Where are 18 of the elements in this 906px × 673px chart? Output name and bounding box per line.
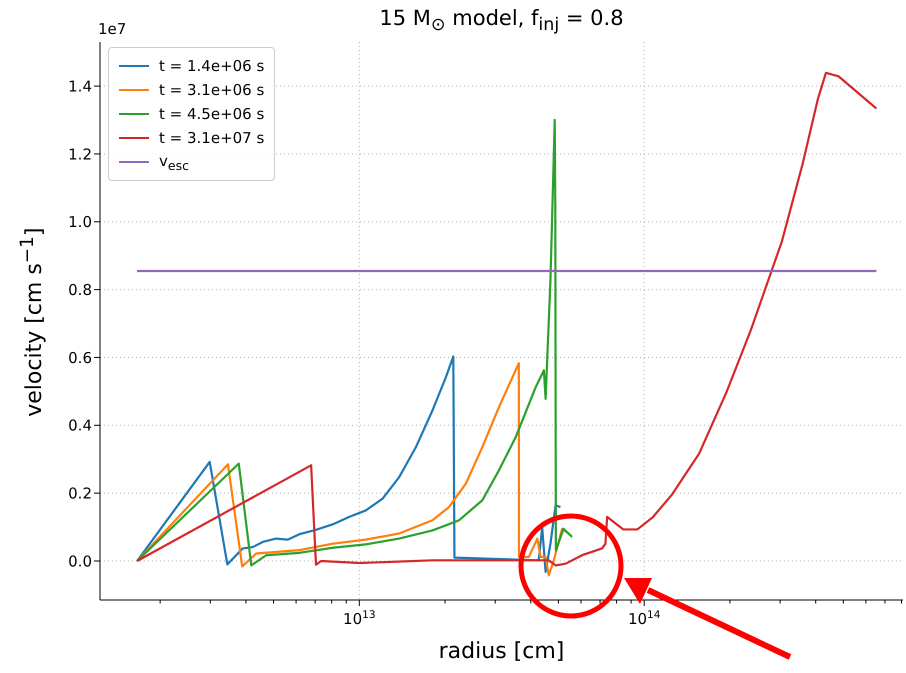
y-tick-label: 0.6 xyxy=(68,348,92,367)
y-tick-label: 0.0 xyxy=(68,552,92,570)
legend-label: t = 1.4e+06 s xyxy=(159,57,264,75)
x-tick-label: 10$^{13}$ xyxy=(343,609,376,628)
text: 1e7 xyxy=(98,20,126,38)
x-axis-title: radius [cm] xyxy=(438,639,566,664)
y-tick-label: 0.8 xyxy=(68,280,92,299)
legend-label: t = 3.1e+07 s xyxy=(159,129,264,147)
chart-title: 15 M$_{⊙}$ model, f$_{inj}$ = 0.8 xyxy=(379,6,624,36)
y-tick-label: 0.4 xyxy=(68,416,92,435)
y-tick-label: 1.4 xyxy=(68,77,92,96)
y-tick-label: 0.2 xyxy=(68,484,92,502)
x-tick-label: 10$^{14}$ xyxy=(628,609,661,628)
y-tick-label: 1.0 xyxy=(68,213,92,232)
y-tick-label: 1.2 xyxy=(68,145,92,164)
legend-label: v$_{esc}$ xyxy=(159,152,189,172)
legend-label: t = 4.5e+06 s xyxy=(159,105,264,123)
legend-label: t = 3.1e+06 s xyxy=(159,81,264,99)
